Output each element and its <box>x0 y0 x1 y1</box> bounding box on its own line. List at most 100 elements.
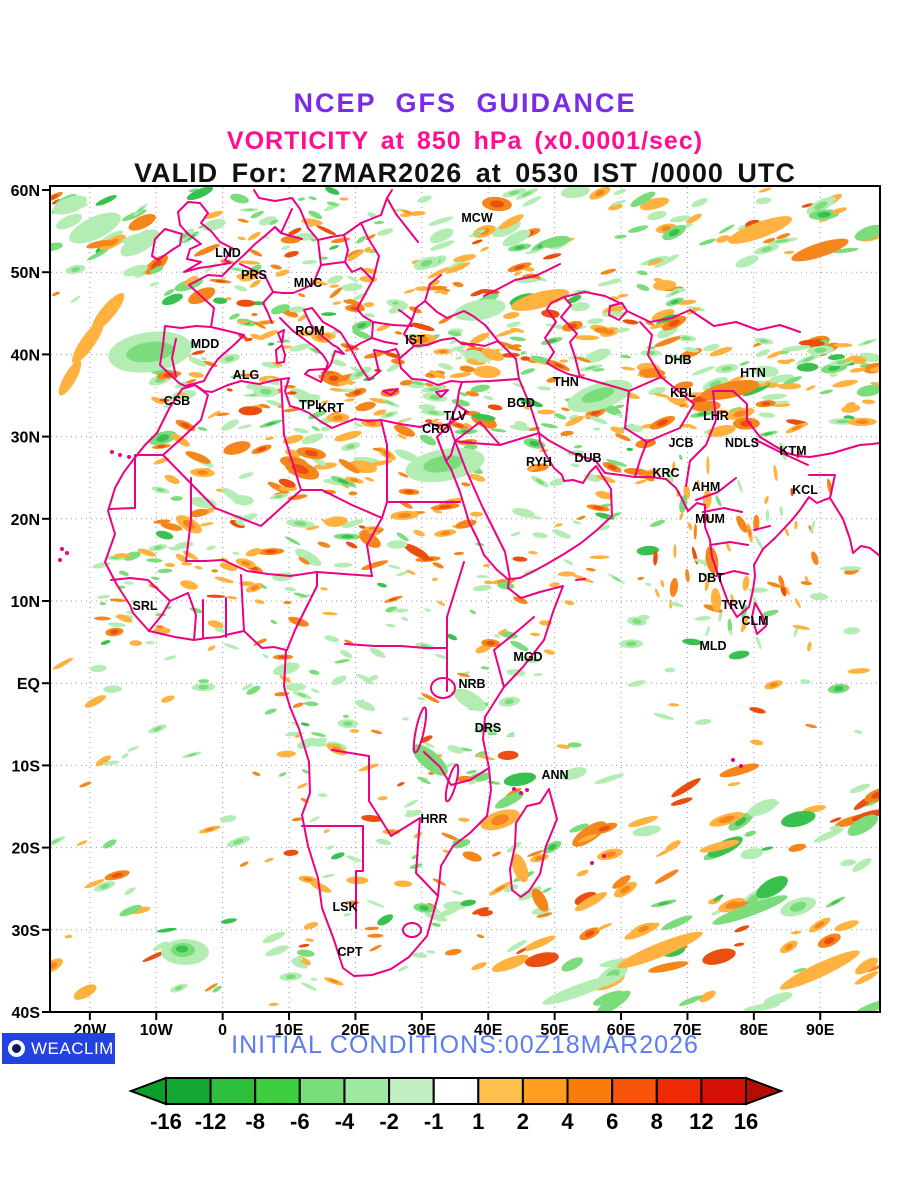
city-label-kcl: KCL <box>792 483 818 497</box>
colorbar-label: 16 <box>734 1109 758 1134</box>
colorbar-box <box>521 1077 569 1105</box>
city-label-dub: DUB <box>574 451 601 465</box>
lon-tick-label: 0 <box>218 1022 227 1039</box>
city-label-cro: CRO <box>422 422 450 436</box>
colorbar-label: -1 <box>424 1109 444 1134</box>
city-label-mdd: MDD <box>191 337 219 351</box>
small-islands <box>58 450 743 865</box>
lat-tick-label: 10N <box>11 594 40 611</box>
colorbar-box <box>566 1077 614 1105</box>
city-label-rom: ROM <box>295 324 324 338</box>
colorbar-label: -2 <box>379 1109 399 1134</box>
colorbar-box <box>298 1077 346 1105</box>
lat-tick-label: 40N <box>11 347 40 364</box>
title-model: NCEP GFS GUIDANCE <box>293 88 637 118</box>
colorbar-box <box>209 1077 257 1105</box>
city-label-tlv: TLV <box>444 409 467 423</box>
colorbar-left-arrow <box>128 1076 167 1106</box>
city-label-bgd: BGD <box>507 396 535 410</box>
colorbar-label: -12 <box>195 1109 227 1134</box>
lon-tick-label: 10E <box>275 1022 304 1039</box>
lat-tick-label: 60N <box>11 183 40 200</box>
city-label-drs: DRS <box>475 721 501 735</box>
colorbar-label: 6 <box>606 1109 618 1134</box>
lon-tick-label: 30E <box>408 1022 437 1039</box>
city-label-krt: KRT <box>318 401 344 415</box>
colorbar-box <box>254 1077 301 1105</box>
lat-tick-label: 20N <box>11 512 40 529</box>
city-label-trv: TRV <box>722 598 747 612</box>
city-label-dhb: DHB <box>664 353 691 367</box>
lon-tick-label: 60E <box>607 1022 636 1039</box>
colorbar: -16 -12 -8 -6 -4 -2 -1 1 2 4 6 8 12 16 <box>128 1076 784 1134</box>
colorbar-box <box>388 1077 435 1105</box>
city-label-lhr: LHR <box>703 409 729 423</box>
city-label-hrr: HRR <box>420 812 447 826</box>
city-label-ann: ANN <box>541 768 568 782</box>
city-label-lsk: LSK <box>333 900 358 914</box>
lat-tick-label: EQ <box>17 676 40 693</box>
city-label-mnc: MNC <box>294 276 322 290</box>
colorbar-label: 8 <box>651 1109 663 1134</box>
lon-tick-label: 50E <box>540 1022 569 1039</box>
lon-tick-label: 70E <box>673 1022 702 1039</box>
lat-tick-label: 20S <box>12 841 41 858</box>
city-label-mld: MLD <box>699 639 726 653</box>
city-label-mcw: MCW <box>461 211 492 225</box>
lat-tick-label: 50N <box>11 265 40 282</box>
lat-tick-label: 40S <box>12 1005 41 1022</box>
colorbar-box <box>343 1077 391 1105</box>
city-label-htn: HTN <box>740 366 766 380</box>
weaclim-circle-icon <box>8 1040 25 1057</box>
lon-tick-label: 10W <box>140 1022 174 1039</box>
colorbar-right-arrow <box>744 1076 784 1106</box>
colorbar-label: -4 <box>335 1109 355 1134</box>
lat-tick-label: 30N <box>11 430 40 447</box>
lon-tick-label: 20E <box>341 1022 370 1039</box>
city-label-csb: CSB <box>164 394 190 408</box>
city-label-ndls: NDLS <box>725 436 759 450</box>
city-label-ahm: AHM <box>692 480 720 494</box>
coastlines-borders <box>104 189 879 977</box>
city-label-krc: KRC <box>652 466 679 480</box>
city-label-ryh: RYH <box>526 455 552 469</box>
weaclim-logo: WEACLIM <box>2 1033 115 1064</box>
city-label-cpt: CPT <box>338 945 363 959</box>
colorbar-label: -16 <box>150 1109 182 1134</box>
colorbar-box <box>611 1077 658 1105</box>
city-label-dbt: DBT <box>698 571 724 585</box>
city-label-thn: THN <box>553 375 579 389</box>
title-valid-time: VALID For: 27MAR2026 at 0530 IST /0000 U… <box>134 158 796 188</box>
colorbar-label: 2 <box>517 1109 529 1134</box>
colorbar-box <box>432 1077 480 1105</box>
colorbar-label: -6 <box>290 1109 310 1134</box>
city-label-prs: PRS <box>241 268 267 282</box>
colorbar-box <box>165 1077 212 1105</box>
city-label-mgd: MGD <box>513 650 542 664</box>
city-label-ist: IST <box>405 333 425 347</box>
lon-tick-label: 40E <box>474 1022 503 1039</box>
city-label-clm: CLM <box>741 614 768 628</box>
lat-tick-label: 10S <box>12 758 41 775</box>
vorticity-shading <box>51 187 879 1011</box>
city-label-kbl: KBL <box>670 386 696 400</box>
colorbar-box <box>477 1077 524 1105</box>
colorbar-label: 1 <box>472 1109 484 1134</box>
city-label-ktm: KTM <box>779 444 806 458</box>
city-label-alg: ALG <box>233 368 259 382</box>
colorbar-label: 12 <box>689 1109 713 1134</box>
city-label-lnd: LND <box>215 246 241 260</box>
initial-conditions-text: INITIAL CONDITIONS:00Z18MAR2026 <box>231 1031 699 1059</box>
weaclim-logo-text: WEACLIM <box>31 1038 114 1058</box>
colorbar-box <box>655 1077 703 1105</box>
lon-tick-label: 80E <box>740 1022 769 1039</box>
city-label-mum: MUM <box>695 512 725 526</box>
lon-tick-label: 90E <box>806 1022 835 1039</box>
city-label-nrb: NRB <box>458 677 485 691</box>
lat-tick-label: 30S <box>12 923 41 940</box>
colorbar-label: -8 <box>245 1109 265 1134</box>
city-label-srl: SRL <box>133 599 158 613</box>
